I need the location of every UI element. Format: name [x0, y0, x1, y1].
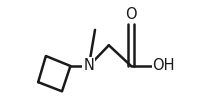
Text: N: N	[83, 58, 94, 73]
Text: O: O	[125, 7, 137, 22]
Text: OH: OH	[153, 58, 175, 73]
